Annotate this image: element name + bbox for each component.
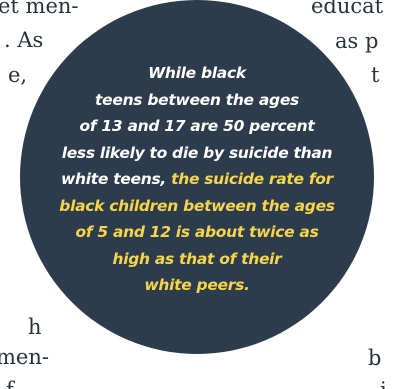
left-column-text: et men- — [0, 0, 79, 18]
pull-quote-line: teens between the ages — [95, 90, 299, 109]
pull-quote-circle — [20, 0, 374, 354]
right-column-text: t — [371, 63, 380, 87]
pull-quote-line: While black — [148, 64, 246, 82]
pull-quote-highlight: the suicide rate for — [171, 170, 333, 188]
pull-quote-line: of 13 and 17 are 50 percent — [79, 117, 315, 135]
pull-quote-line: less likely to die by suicide than — [61, 143, 333, 162]
pull-quote-highlight-line: of 5 and 12 is about twice as — [75, 223, 319, 241]
pull-quote-line: white teens, the suicide rate for — [20, 166, 374, 193]
pull-quote-highlight-line: black children between the ages — [59, 196, 335, 215]
pull-quote-plain-text: white teens, — [61, 170, 166, 188]
left-column-text: h — [28, 315, 42, 339]
right-column-text: i — [380, 376, 387, 389]
right-column-text: b — [368, 346, 382, 370]
left-column-text: e, — [8, 63, 28, 87]
left-column-text: f — [6, 376, 14, 389]
right-column-text: educat — [311, 0, 384, 18]
pull-quote-highlight-line: high as that of their — [112, 249, 282, 268]
pull-quote: While black teens between the ages of 13… — [20, 60, 374, 299]
pull-quote-highlight-line: white peers. — [144, 276, 250, 294]
right-column-text: as p — [335, 29, 379, 53]
left-column-text: men- — [0, 345, 49, 369]
left-column-text: . As — [4, 28, 44, 52]
